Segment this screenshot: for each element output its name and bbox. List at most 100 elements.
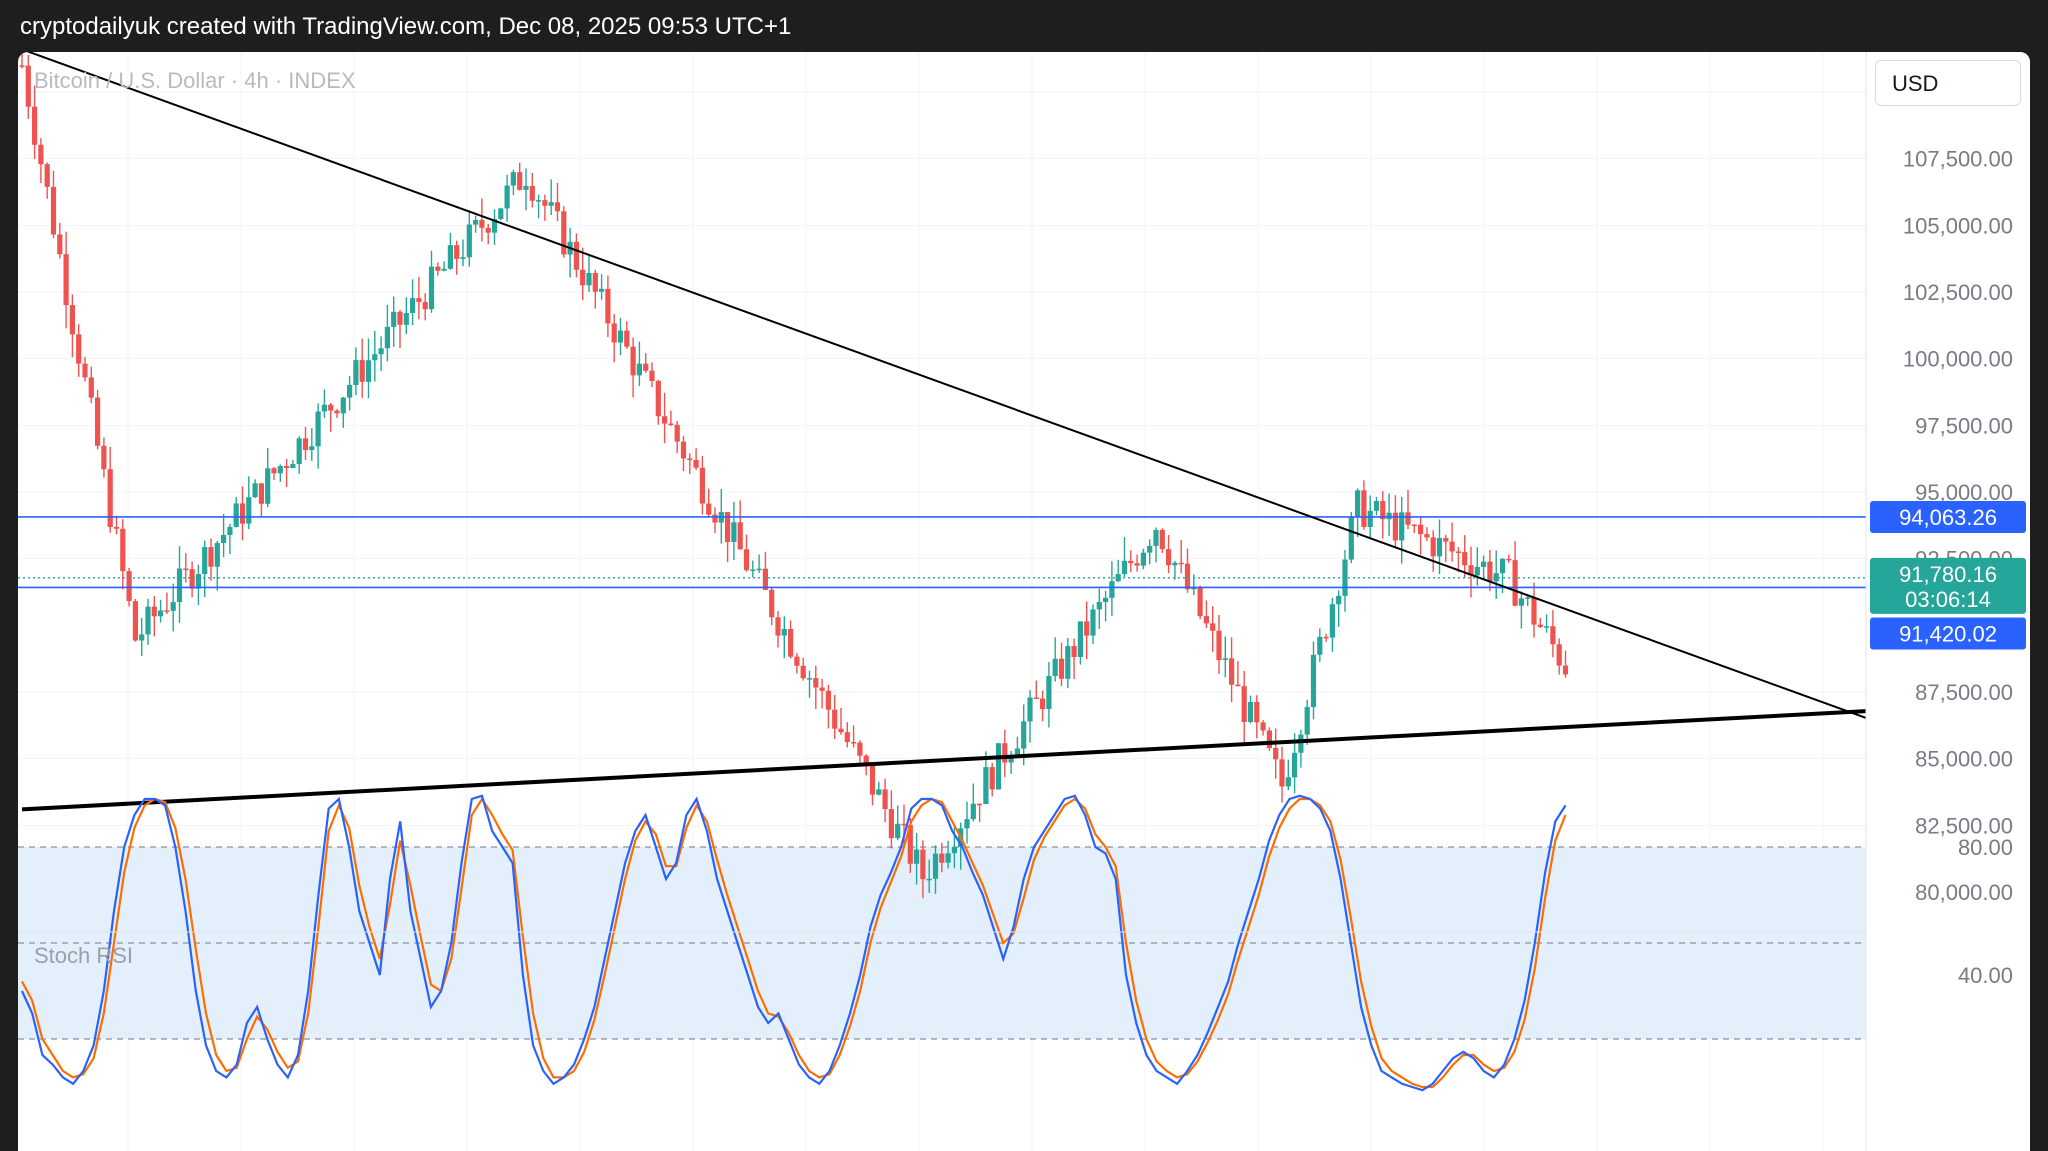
chart-panel[interactable]: 107,500.00 105,000.00 102,500.00 100,000.00… — [18, 52, 2030, 1151]
candle-body — [1361, 490, 1367, 528]
price-tick: 97,500.00 — [1915, 413, 2013, 438]
candle-body — [725, 512, 731, 543]
candle-body — [1172, 562, 1178, 566]
candle-body — [1128, 560, 1134, 564]
candle-body — [712, 514, 718, 523]
candle-body — [164, 610, 170, 612]
candle-body — [410, 298, 416, 313]
candle-body — [1329, 604, 1335, 638]
candle-body — [977, 803, 983, 806]
price-tick: 95,000.00 — [1915, 480, 2013, 505]
resistance-badge-bg — [1870, 500, 2026, 533]
candle-body — [1033, 697, 1039, 699]
candle-body — [775, 617, 781, 636]
candle-body — [1002, 743, 1008, 763]
candle-body — [611, 323, 617, 343]
candle-body — [1159, 529, 1165, 550]
candle-body — [788, 628, 794, 657]
candle-body — [1021, 721, 1027, 749]
candle-body — [851, 742, 857, 744]
candle-body — [63, 254, 69, 306]
candle-body — [536, 200, 542, 202]
candle-body — [781, 628, 787, 636]
watermark-bar: cryptodailyuk created with TradingView.c… — [0, 0, 2048, 52]
candle-body — [1071, 646, 1077, 658]
candle-body — [813, 678, 819, 688]
candle-body — [1562, 665, 1569, 675]
candle-body — [176, 568, 183, 603]
candle-body — [1348, 517, 1354, 560]
candle-body — [1203, 616, 1209, 624]
candle-body — [44, 164, 50, 187]
candle-body — [914, 849, 920, 864]
candle-body — [649, 370, 655, 381]
candle-body — [844, 732, 850, 743]
candle-body — [151, 606, 157, 617]
candle-body — [435, 266, 441, 271]
candle-body — [1468, 565, 1474, 576]
chart-canvas[interactable]: 107,500.00 105,000.00 102,500.00 100,000.00… — [18, 52, 2030, 1151]
candle-body — [756, 568, 762, 571]
candle-body — [158, 610, 164, 617]
candle-body — [132, 601, 138, 641]
symbol-label: Bitcoin / U.S. Dollar · 4h · INDEX — [34, 68, 356, 93]
stoch-tick: 80.00 — [1958, 835, 2013, 860]
candle-body — [239, 503, 246, 524]
trendline — [21, 709, 1867, 812]
candle-body — [1310, 654, 1317, 708]
candle-body — [498, 208, 504, 219]
candle-body — [195, 574, 201, 589]
candle-body — [561, 211, 567, 255]
price-tick: 100,000.00 — [1903, 347, 2013, 372]
candle-body — [1304, 707, 1310, 735]
currency-selector[interactable]: USD — [1875, 60, 2021, 106]
candle-body — [1537, 624, 1543, 627]
candle-body — [510, 172, 516, 186]
candle-body — [655, 380, 661, 417]
candle-body — [246, 497, 252, 524]
candle-body — [743, 549, 750, 571]
candle-body — [1550, 626, 1556, 645]
candle-body — [107, 469, 113, 527]
price-tick: 87,500.00 — [1915, 680, 2013, 705]
candle-body — [731, 522, 737, 543]
candle-body — [1184, 563, 1191, 590]
candle-body — [76, 334, 82, 364]
candle-body — [983, 767, 989, 805]
candle-body — [592, 272, 598, 292]
candle-body — [353, 360, 359, 386]
candle-body — [69, 305, 75, 335]
candle-body — [95, 397, 101, 446]
candle-body — [832, 709, 838, 729]
candle-body — [706, 503, 712, 515]
candle-body — [221, 534, 227, 544]
support-badge-text: 91,420.02 — [1899, 621, 1997, 646]
candle-body — [687, 458, 693, 460]
candle-body — [819, 687, 825, 691]
candle-body — [1380, 501, 1386, 520]
candle-body — [1355, 490, 1361, 518]
candle-body — [1481, 561, 1487, 567]
candle-body — [1399, 512, 1405, 541]
candle-body — [1512, 560, 1518, 606]
candle-body — [460, 257, 466, 259]
candle-body — [1229, 658, 1235, 685]
candle-body — [302, 438, 309, 451]
candle-body — [334, 410, 340, 414]
candle-body — [1254, 701, 1260, 723]
candle-body — [995, 743, 1002, 790]
candle-body — [1197, 587, 1203, 617]
candle-body — [1147, 545, 1153, 553]
candle-body — [1298, 734, 1304, 753]
candle-body — [838, 728, 844, 733]
candle-body — [227, 526, 233, 535]
candle-body — [1027, 697, 1033, 722]
candle-body — [1058, 658, 1065, 679]
candle-body — [737, 522, 743, 550]
candle-body — [945, 853, 951, 863]
candle-body — [863, 755, 869, 766]
candle-body — [1418, 524, 1424, 535]
candle-body — [284, 465, 290, 469]
candle-body — [989, 767, 995, 790]
candle-body — [1121, 560, 1128, 575]
